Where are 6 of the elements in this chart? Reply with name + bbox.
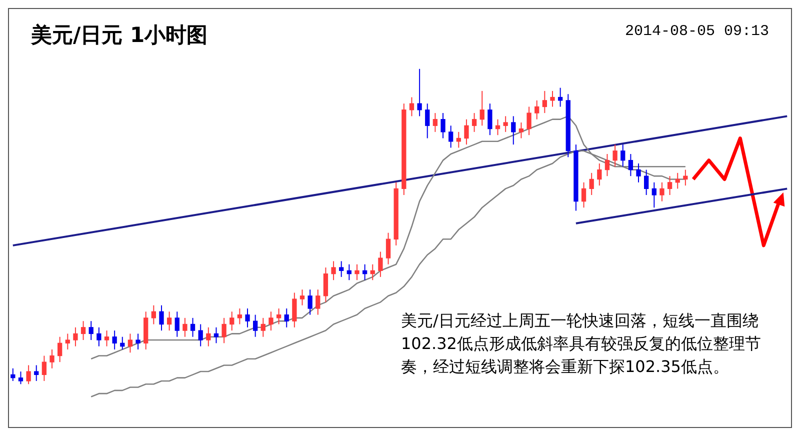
- candlestick: [503, 116, 508, 132]
- chart-subtitle: 2014-08-05 09:13: [624, 23, 769, 40]
- chart-title: 美元/日元 1小时图: [31, 22, 208, 49]
- candlestick: [683, 169, 688, 186]
- annotation: 美元/日元经过上周五一轮快速回落，短线一直围绕102.32低点形成低斜率具有较强反复的低位整理节奏，经过短线调整将会重新下探102.35低点。: [401, 310, 762, 378]
- candlestick: [136, 333, 140, 350]
